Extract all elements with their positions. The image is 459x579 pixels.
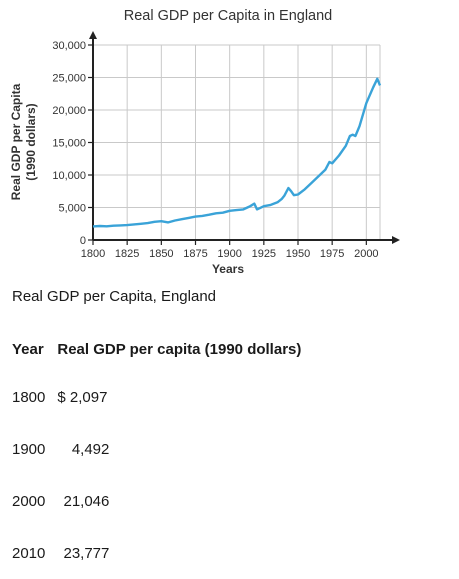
gdp-table: Year Real GDP per capita (1990 dollars) … [6, 327, 307, 579]
x-tick-label: 1875 [183, 248, 207, 260]
row-value: 4,492 [71, 440, 110, 458]
y-tick-label: 30,000 [52, 40, 86, 52]
y-axis: 0 5,000 10,000 15,000 20,000 25,000 30,000 [52, 31, 97, 247]
x-tick-label: 1800 [81, 248, 105, 260]
header-year: Year [12, 340, 44, 358]
x-tick-label: 1950 [286, 248, 310, 260]
row-year: 2010 [12, 544, 46, 562]
chart-title: Real GDP per Capita in England [124, 8, 333, 24]
table-row: 1900 4,492 [6, 423, 307, 475]
y-tick-label: 20,000 [52, 105, 86, 117]
row-value: 23,777 [63, 544, 110, 562]
x-axis-label: Years [212, 262, 244, 276]
table-row: 2010 23,777 [6, 527, 307, 579]
x-tick-label: 1825 [115, 248, 139, 260]
row-year: 1800 [12, 388, 46, 406]
gdp-series-line [92, 77, 382, 228]
row-value: 21,046 [63, 492, 110, 510]
y-axis-arrow-icon [89, 31, 97, 39]
y-tick-label: 25,000 [52, 73, 86, 85]
y-axis-label-line1: Real GDP per Capita [9, 83, 23, 200]
x-tick-label: 1900 [217, 248, 241, 260]
y-tick-label: 15,000 [52, 138, 86, 150]
gdp-line-chart: Real GDP per Capita in England 1800 1825 1… [9, 8, 400, 276]
y-tick-label: 10,000 [52, 170, 86, 182]
x-axis: 1800 1825 1850 1875 1900 1925 1950 1975 2000 [81, 236, 400, 260]
chart-caption: Real GDP per Capita, England [12, 288, 217, 305]
x-tick-label: 1850 [149, 248, 173, 260]
table-row: 1800 $ 2,097 [6, 371, 307, 423]
y-tick-label: 0 [80, 235, 86, 247]
gridlines [93, 44, 381, 240]
x-tick-label: 1925 [252, 248, 276, 260]
y-axis-label-line2: (1990 dollars) [24, 103, 38, 180]
row-year: 1900 [12, 440, 46, 458]
row-value: $ 2,097 [57, 388, 108, 406]
x-tick-label: 1975 [320, 248, 344, 260]
header-gdp: Real GDP per capita (1990 dollars) [57, 340, 302, 358]
row-year: 2000 [12, 492, 46, 510]
x-axis-arrow-icon [392, 236, 400, 244]
table-row: 2000 21,046 [6, 475, 307, 527]
y-tick-label: 5,000 [58, 203, 86, 215]
x-tick-label: 2000 [354, 248, 378, 260]
table-header-row: Year Real GDP per capita (1990 dollars) [6, 327, 307, 371]
